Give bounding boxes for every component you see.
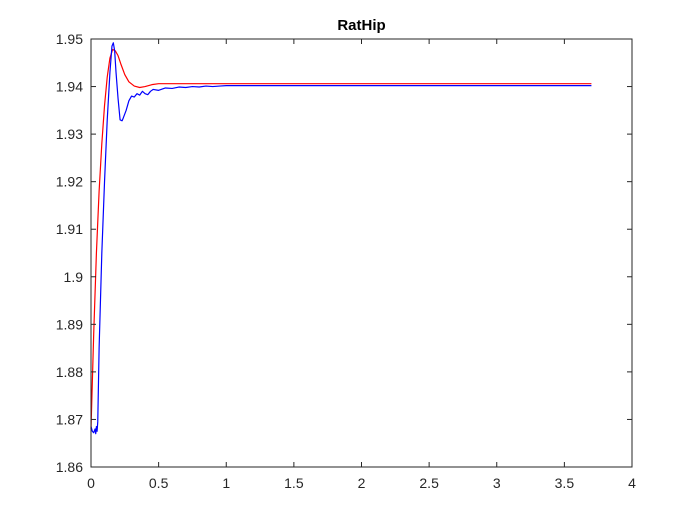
series-line-red	[90, 48, 592, 429]
y-tick-label: 1.92	[56, 174, 83, 190]
x-tick-label: 2.5	[419, 475, 439, 491]
series-layer	[90, 42, 592, 435]
chart-title: RatHip	[337, 17, 385, 34]
y-tick-label: 1.95	[56, 31, 83, 47]
y-tick-label: 1.88	[56, 364, 83, 380]
series-line-blue	[90, 42, 592, 435]
y-tick-label: 1.91	[56, 221, 83, 237]
y-tick-label: 1.94	[56, 79, 83, 95]
y-tick-label: 1.87	[56, 411, 83, 427]
y-tick-label: 1.93	[56, 126, 83, 142]
x-tick-label: 4	[628, 475, 636, 491]
x-tick-label: 3	[493, 475, 501, 491]
plot-area	[91, 39, 632, 467]
x-tick-label: 1	[222, 475, 230, 491]
x-tick-label: 2	[358, 475, 366, 491]
x-tick-label: 3.5	[555, 475, 575, 491]
axes-box	[90, 38, 633, 468]
x-tick-label: 0.5	[149, 475, 169, 491]
y-tick-label: 1.9	[64, 269, 84, 285]
x-tick-label: 1.5	[284, 475, 304, 491]
ticks-layer: 0 0.5 1 1.5 2 2.5 3 3.5 4 1.86 1.87 1.88 1.89 1.9 1.91…	[56, 31, 636, 491]
y-tick-label: 1.86	[56, 459, 83, 475]
y-tick-label: 1.89	[56, 316, 83, 332]
x-tick-label: 0	[87, 475, 95, 491]
